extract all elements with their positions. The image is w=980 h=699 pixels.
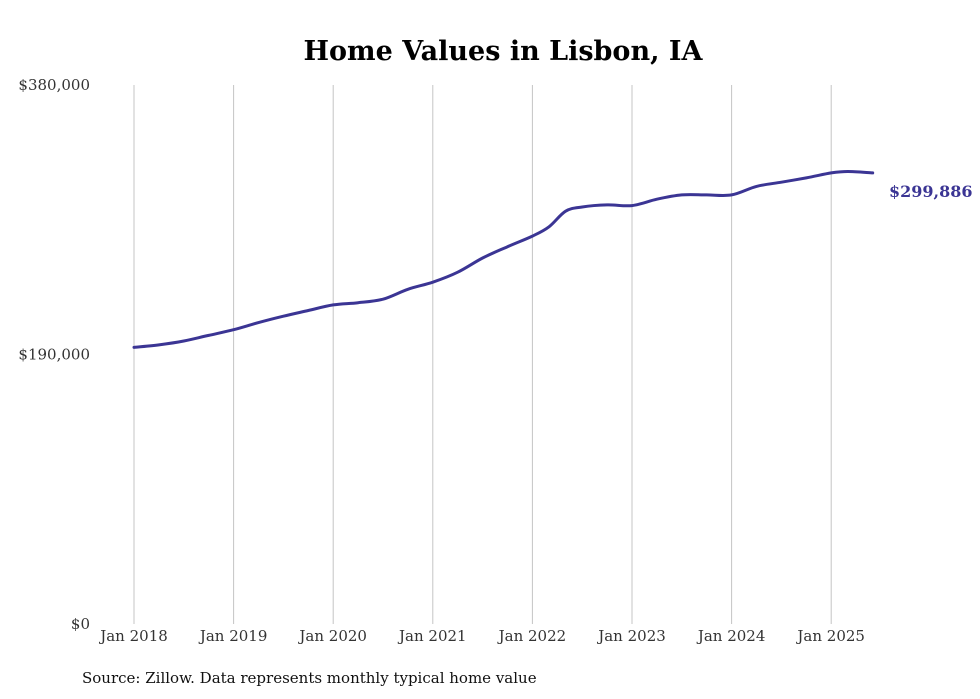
gridlines bbox=[133, 85, 832, 624]
x-tick-label: Jan 2020 bbox=[297, 627, 367, 645]
source-note: Source: Zillow. Data represents monthly … bbox=[82, 669, 537, 687]
x-tick-label: Jan 2018 bbox=[98, 627, 168, 645]
y-tick-label: $190,000 bbox=[18, 346, 90, 364]
y-axis-ticks: $0 $190,000 $380,000 bbox=[18, 76, 90, 633]
x-tick-label: Jan 2021 bbox=[397, 627, 467, 645]
y-tick-label: $0 bbox=[71, 615, 90, 633]
y-tick-label: $380,000 bbox=[18, 76, 90, 94]
chart-title: Home Values in Lisbon, IA bbox=[304, 36, 704, 67]
x-axis-ticks: Jan 2018 Jan 2019 Jan 2020 Jan 2021 Jan 2022… bbox=[98, 627, 865, 645]
end-value-label: $299,886 bbox=[889, 182, 973, 201]
x-tick-label: Jan 2025 bbox=[795, 627, 865, 645]
x-tick-label: Jan 2019 bbox=[198, 627, 268, 645]
x-tick-label: Jan 2023 bbox=[596, 627, 666, 645]
series-line bbox=[132, 170, 875, 349]
x-tick-label: Jan 2024 bbox=[696, 627, 766, 645]
x-tick-label: Jan 2022 bbox=[497, 627, 567, 645]
